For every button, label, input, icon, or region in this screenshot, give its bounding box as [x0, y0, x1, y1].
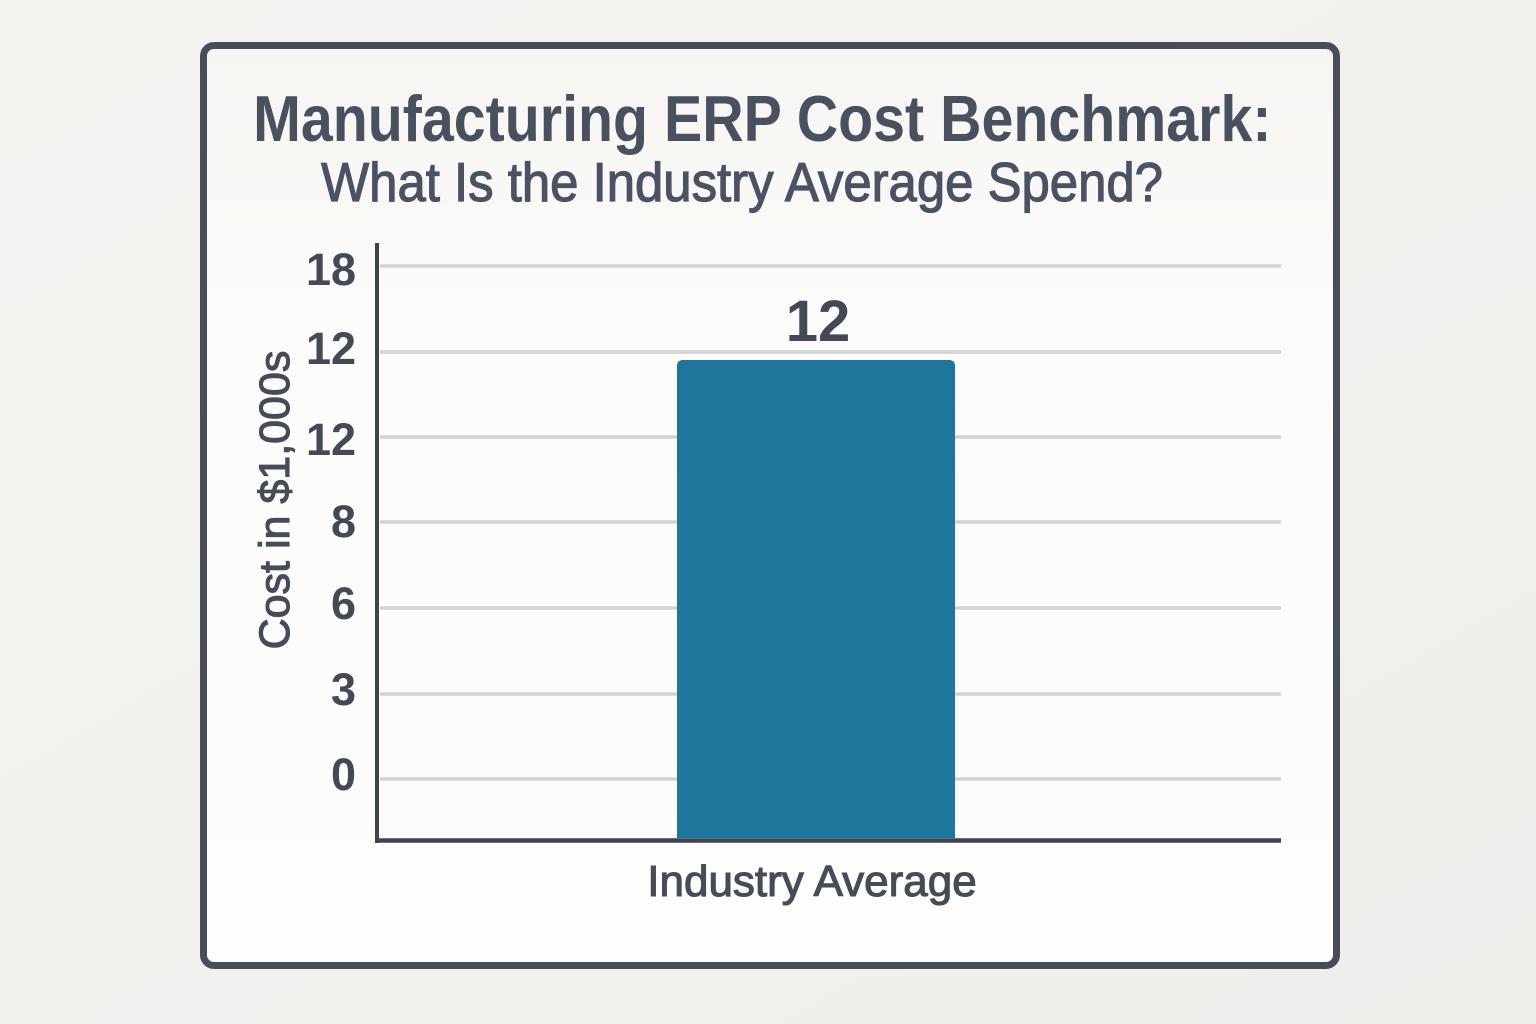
svg-text:12: 12: [786, 289, 851, 354]
svg-text:0: 0: [331, 749, 356, 800]
svg-text:8: 8: [331, 496, 356, 547]
svg-text:12: 12: [306, 323, 356, 374]
svg-text:12: 12: [306, 414, 356, 465]
svg-text:18: 18: [306, 244, 356, 295]
svg-text:Industry Average: Industry Average: [647, 857, 976, 906]
svg-text:6: 6: [331, 578, 356, 629]
svg-text:3: 3: [331, 664, 356, 715]
svg-text:Cost in $1,000s: Cost in $1,000s: [251, 351, 299, 650]
